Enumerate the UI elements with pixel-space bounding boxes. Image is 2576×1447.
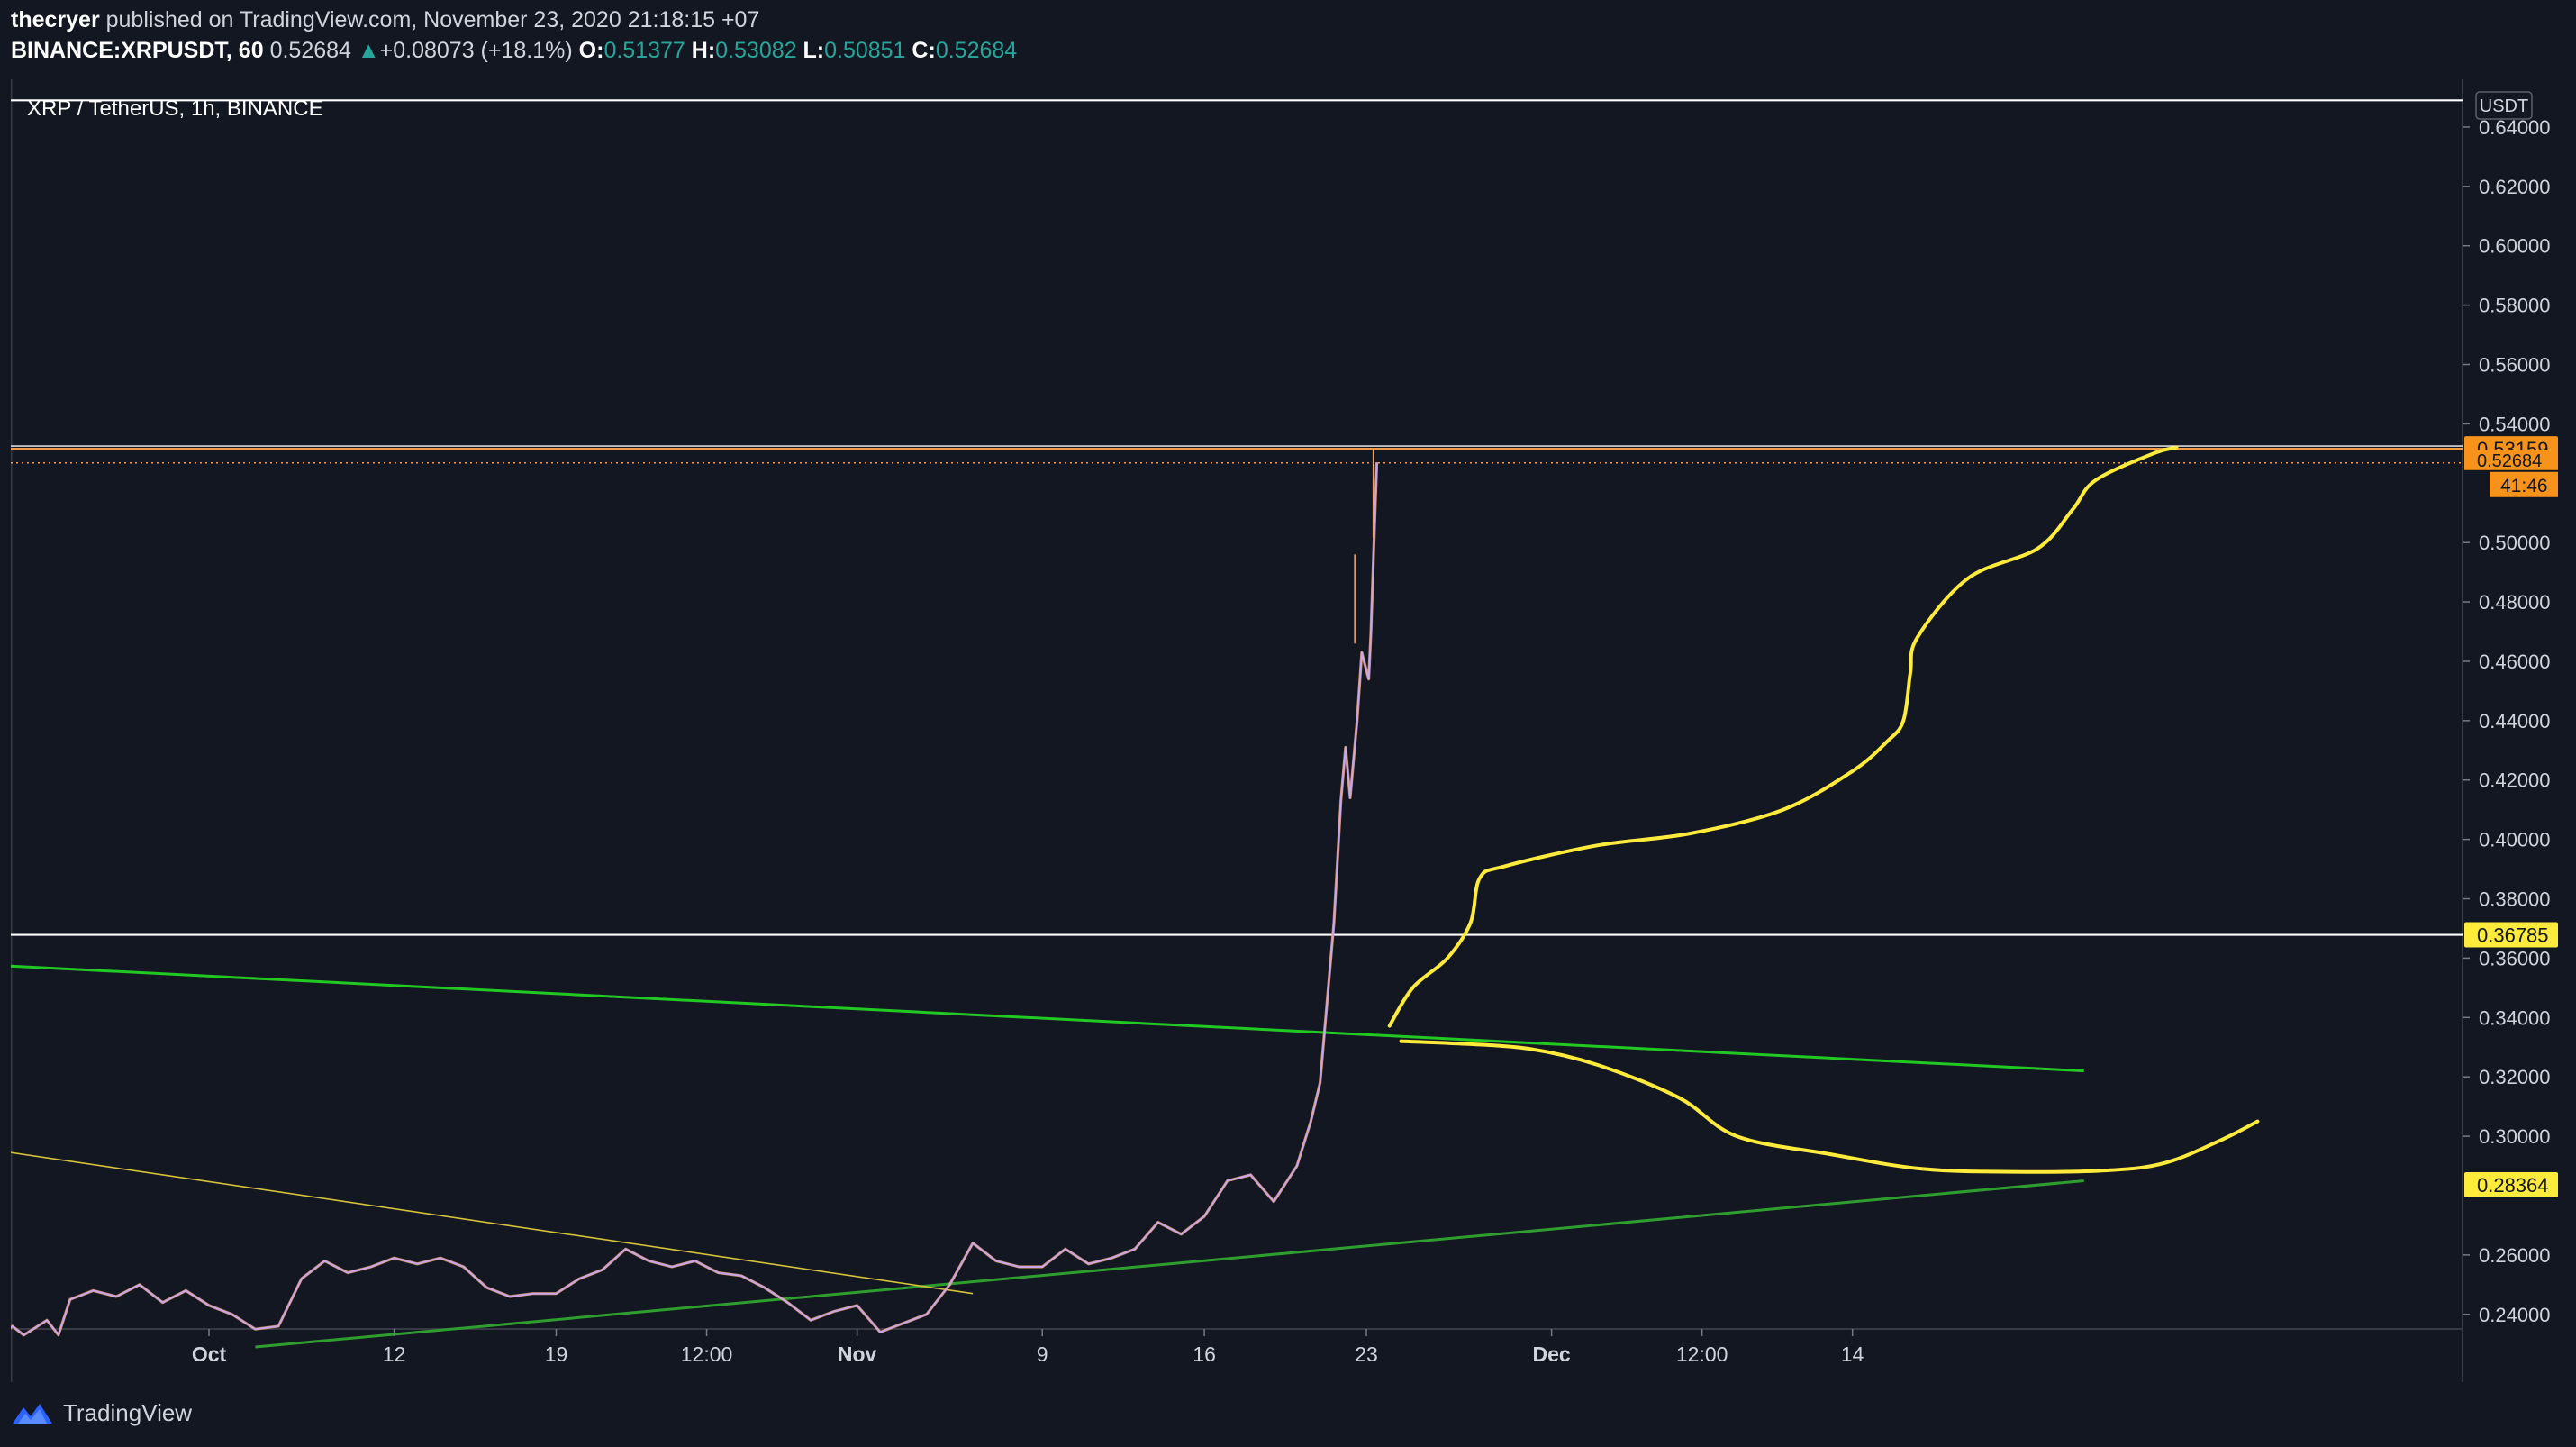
chart-frame[interactable]: 0.64000 0.62000 0.60000 0.58000 0.56000 0.540… <box>0 79 2565 1382</box>
tradingview-logo-icon <box>13 1404 52 1424</box>
chart-background <box>11 79 2565 1382</box>
x-tick-label: 9 <box>1037 1342 1048 1366</box>
support-price-label-bg <box>2464 922 2558 948</box>
x-tick-label: 12 <box>383 1342 406 1366</box>
last-price: 0.52684 <box>269 38 351 63</box>
y-tick-label: 0.34000 <box>2479 1006 2551 1029</box>
y-tick-label: 0.40000 <box>2479 829 2551 851</box>
y-tick-label: 0.38000 <box>2479 888 2551 911</box>
green-upper-trendline[interactable] <box>0 964 2084 1073</box>
low-label: L: <box>803 38 825 63</box>
x-tick-label: 19 <box>545 1342 568 1366</box>
up-arrow-icon: ▲ <box>357 38 380 63</box>
publish-line: thecryer published on TradingView.com, N… <box>11 7 759 33</box>
footer[interactable]: TradingView <box>11 1395 192 1431</box>
y-tick-label: 0.26000 <box>2479 1244 2551 1267</box>
countdown-label: 41:46 <box>2500 476 2548 496</box>
footer-brand: TradingView <box>63 1398 193 1426</box>
price-series-line[interactable] <box>0 462 1378 1339</box>
y-tick-label: 0.56000 <box>2479 354 2551 377</box>
bull-path-projection[interactable] <box>1387 445 2179 1028</box>
y-tick-label: 0.36000 <box>2479 947 2551 969</box>
high-label: H: <box>691 38 716 63</box>
bear-path-projection[interactable] <box>1399 1039 2260 1174</box>
symbol-label[interactable]: BINANCE:XRPUSDT, 60 <box>11 38 264 63</box>
trend-ref-price-label: 0.28364 <box>2477 1174 2549 1197</box>
y-tick-label: 0.64000 <box>2479 116 2551 139</box>
close-value: 0.52684 <box>935 38 1018 63</box>
y-tick-label: 0.48000 <box>2479 591 2551 614</box>
x-tick-label: Nov <box>838 1342 877 1366</box>
chart-legend-title[interactable]: XRP / TetherUS, 1h, BINANCE <box>27 96 323 121</box>
green-lower-trendline[interactable] <box>255 1179 2084 1349</box>
last-price-bg <box>2464 450 2558 470</box>
currency-label: USDT <box>2480 96 2528 116</box>
x-tick-label: 12:00 <box>681 1342 733 1366</box>
last-price-label: 0.52684 <box>2477 451 2542 471</box>
countdown-bg <box>2490 471 2558 497</box>
publish-header: thecryer published on TradingView.com, N… <box>0 0 2576 72</box>
close-label: C: <box>912 38 936 63</box>
y-tick-label: 0.32000 <box>2479 1066 2551 1088</box>
open-value: 0.51377 <box>603 38 685 63</box>
x-tick-label: 12:00 <box>1676 1342 1728 1366</box>
yellow-old-trendline[interactable] <box>0 1150 974 1295</box>
y-tick-label: 0.54000 <box>2479 413 2551 435</box>
trend-ref-price-label-bg <box>2464 1171 2558 1197</box>
y-tick-label: 0.42000 <box>2479 769 2551 792</box>
y-tick-label: 0.30000 <box>2479 1125 2551 1148</box>
y-tick-label: 0.58000 <box>2479 295 2551 317</box>
published-text: published on TradingView.com, November 2… <box>105 7 760 32</box>
y-tick-label: 0.50000 <box>2479 532 2551 554</box>
high-value: 0.53082 <box>715 38 797 63</box>
support-price-label: 0.36785 <box>2477 924 2549 947</box>
x-tick-label: Dec <box>1532 1342 1570 1366</box>
x-tick-label: Oct <box>192 1342 227 1366</box>
change-value: +0.08073 (+18.1%) <box>379 38 573 63</box>
y-tick-label: 0.62000 <box>2479 176 2551 198</box>
x-tick-label: 14 <box>1841 1342 1864 1366</box>
x-tick-label: 16 <box>1193 1342 1216 1366</box>
price-chart[interactable]: 0.64000 0.62000 0.60000 0.58000 0.56000 0.540… <box>0 79 2565 1382</box>
y-tick-label: 0.46000 <box>2479 651 2551 673</box>
x-tick-label: 23 <box>1355 1342 1378 1366</box>
y-tick-label: 0.24000 <box>2479 1304 2551 1326</box>
low-value: 0.50851 <box>824 38 906 63</box>
open-label: O: <box>578 38 604 63</box>
y-tick-label: 0.60000 <box>2479 235 2551 258</box>
quote-line: BINANCE:XRPUSDT, 60 0.52684 ▲+0.08073 (+… <box>11 38 1017 64</box>
y-tick-label: 0.44000 <box>2479 710 2551 733</box>
currency-badge[interactable]: USDT <box>2475 91 2533 120</box>
author-name[interactable]: thecryer <box>11 7 100 32</box>
